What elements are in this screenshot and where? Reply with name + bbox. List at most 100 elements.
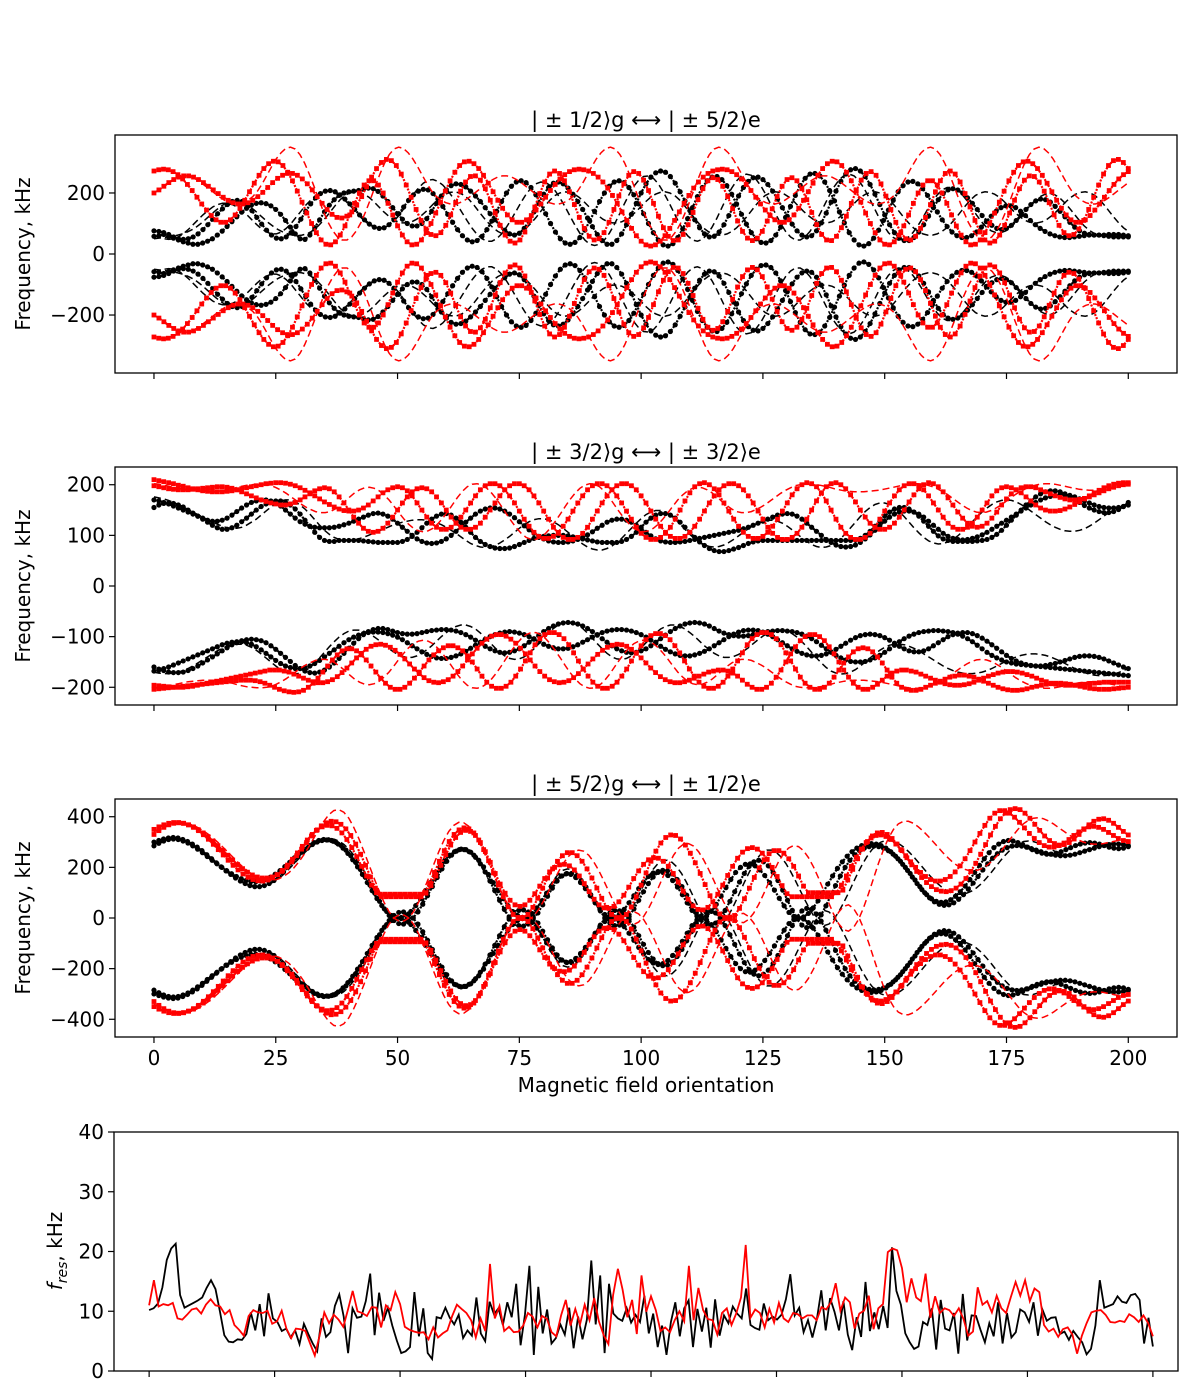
data-point (601, 190, 608, 196)
data-point (462, 343, 467, 349)
data-point (589, 955, 595, 961)
data-point (567, 333, 572, 339)
data-point (604, 644, 610, 650)
data-point (896, 639, 902, 645)
data-point (1125, 166, 1131, 171)
data-point (214, 518, 220, 524)
data-point (857, 168, 863, 174)
data-point (517, 927, 523, 933)
data-point (1017, 186, 1022, 192)
data-point (691, 317, 697, 323)
data-point (972, 839, 978, 845)
panel-2-series-12-fit-line (153, 631, 1129, 690)
data-point (631, 310, 637, 316)
data-point (994, 645, 1000, 651)
data-point (965, 524, 970, 530)
data-point (219, 228, 225, 234)
data-point (359, 967, 365, 973)
data-point (1058, 981, 1064, 987)
data-point (170, 995, 176, 1002)
data-point (551, 524, 556, 530)
data-point (433, 627, 440, 633)
data-point (537, 669, 543, 674)
data-point (237, 205, 243, 211)
data-point (826, 644, 832, 650)
data-point (692, 652, 698, 658)
data-point (784, 500, 790, 506)
data-point (781, 903, 787, 909)
data-point (403, 320, 409, 326)
data-point (677, 313, 683, 319)
data-point (191, 328, 196, 334)
data-point (240, 964, 245, 970)
data-point (641, 325, 647, 331)
data-point (526, 634, 532, 640)
data-point (1052, 665, 1058, 671)
data-point (533, 207, 539, 213)
data-point (284, 966, 290, 972)
data-point (239, 519, 245, 525)
data-point (937, 878, 943, 884)
data-point (190, 824, 196, 830)
data-point (374, 166, 379, 171)
data-point (1030, 341, 1036, 347)
data-point (801, 883, 806, 889)
data-point (595, 174, 601, 180)
data-point (978, 224, 985, 230)
data-point (533, 295, 539, 301)
data-point (1052, 841, 1057, 846)
data-point (412, 891, 418, 897)
data-point (804, 652, 810, 658)
data-point (438, 626, 444, 633)
data-point (156, 228, 162, 235)
panel-3-plot-area (151, 806, 1131, 1030)
data-point (722, 922, 728, 929)
data-point (356, 507, 361, 513)
data-point (369, 948, 374, 954)
data-point (848, 302, 854, 308)
data-point (978, 278, 985, 284)
data-point (962, 856, 968, 862)
data-point (1052, 203, 1058, 209)
data-point (224, 223, 230, 230)
data-point (822, 179, 828, 185)
data-point (519, 219, 525, 225)
data-point (544, 937, 551, 943)
data-point (777, 219, 783, 225)
data-point (896, 487, 902, 493)
data-point (903, 266, 909, 272)
data-point (1102, 308, 1107, 314)
data-point (919, 943, 925, 949)
data-point (466, 344, 472, 350)
data-point (601, 272, 607, 278)
data-point (919, 956, 925, 961)
data-point (1052, 299, 1058, 305)
data-point (933, 943, 939, 949)
data-point (1106, 340, 1111, 345)
data-point (762, 957, 768, 964)
data-point (1056, 842, 1062, 848)
data-point (260, 878, 266, 884)
data-point (771, 982, 777, 988)
data-point (817, 634, 822, 640)
data-point (1042, 273, 1048, 280)
data-point (997, 808, 1003, 814)
data-point (379, 160, 384, 165)
data-point (366, 324, 372, 330)
data-point (576, 166, 582, 172)
data-point (702, 480, 707, 486)
data-point (692, 619, 698, 626)
data-point (934, 320, 940, 326)
data-point (1120, 985, 1127, 991)
data-point (331, 489, 337, 495)
data-point (502, 890, 508, 896)
data-point (458, 514, 464, 520)
data-point (829, 265, 834, 270)
data-point (156, 686, 162, 692)
data-point (957, 672, 962, 678)
data-point (653, 848, 659, 854)
data-point (791, 967, 797, 973)
data-point (706, 623, 712, 629)
data-point (920, 182, 926, 188)
